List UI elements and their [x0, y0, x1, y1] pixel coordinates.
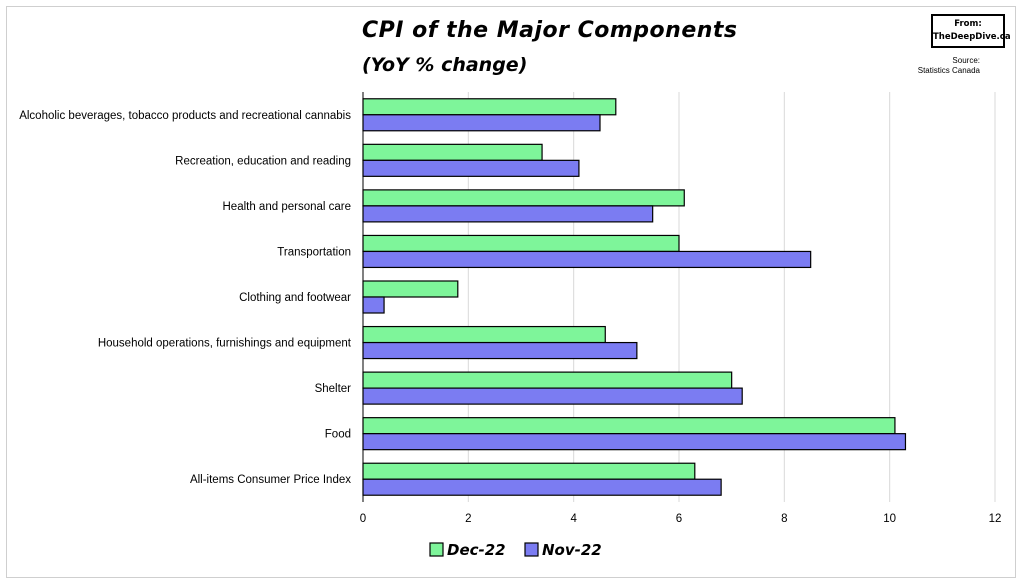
- category-label: Clothing and footwear: [239, 292, 351, 304]
- badge-from-label: From:: [954, 19, 982, 29]
- source-badge: From: TheDeepDive.ca: [931, 14, 1011, 48]
- category-label: Recreation, education and reading: [175, 155, 351, 167]
- x-tick-label: 4: [570, 513, 577, 525]
- x-tick-label: 2: [465, 513, 471, 525]
- x-tick-label: 12: [989, 513, 1002, 525]
- bar-nov-22: [362, 205, 654, 223]
- bar-dec-22: [362, 189, 685, 207]
- bar-nov-22: [362, 159, 580, 177]
- chart-title: CPI of the Major Components: [362, 18, 738, 43]
- x-tick-label: 0: [360, 513, 366, 525]
- badge-site-label: TheDeepDive.ca: [933, 32, 1011, 42]
- chart-subtitle: (YoY % change): [362, 54, 528, 76]
- legend-swatch: [524, 542, 539, 557]
- bar-dec-22: [362, 325, 606, 344]
- bar-nov-22: [362, 433, 907, 451]
- category-label: Transportation: [277, 246, 351, 258]
- bar-dec-22: [362, 280, 459, 298]
- bar-nov-22: [362, 478, 722, 496]
- source-note: Source: Statistics Canada: [860, 56, 980, 76]
- legend-label: Nov-22: [542, 541, 602, 559]
- bar-nov-22: [362, 387, 743, 405]
- bar-nov-22: [362, 296, 385, 314]
- source-name: Statistics Canada: [917, 66, 980, 75]
- category-label: Shelter: [315, 383, 352, 395]
- category-label: Household operations, furnishings and eq…: [98, 338, 352, 350]
- legend-swatch: [429, 542, 444, 557]
- bar-dec-22: [362, 417, 896, 435]
- bar-dec-22: [362, 234, 680, 253]
- category-label: Alcoholic beverages, tobacco products an…: [19, 110, 351, 122]
- bar-dec-22: [362, 371, 733, 389]
- x-tick-label: 8: [781, 513, 787, 525]
- bar-nov-22: [362, 250, 812, 269]
- source-label: Source:: [952, 56, 980, 65]
- bar-dec-22: [362, 98, 617, 116]
- bar-dec-22: [362, 143, 543, 161]
- bar-nov-22: [362, 341, 638, 360]
- bar-nov-22: [362, 114, 601, 132]
- bar-dec-22: [362, 462, 696, 480]
- category-label: All-items Consumer Price Index: [190, 474, 351, 486]
- x-tick-label: 10: [883, 513, 896, 525]
- category-label: Health and personal care: [223, 201, 352, 213]
- category-label: Food: [325, 429, 351, 441]
- x-tick-label: 6: [676, 513, 682, 525]
- legend-label: Dec-22: [447, 541, 506, 559]
